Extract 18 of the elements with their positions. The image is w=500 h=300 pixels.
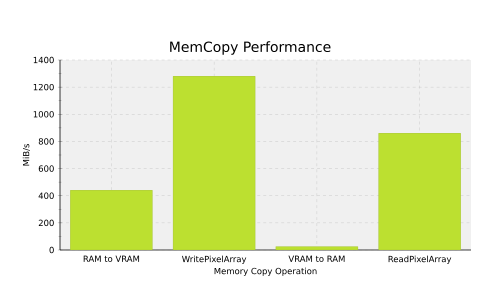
y-tick-label: 1000 [34,111,54,118]
y-tick-label: 400 [38,192,54,199]
x-axis-title: Memory Copy Operation [214,268,316,276]
y-tick-label: 1400 [34,56,54,64]
x-tick-label: RAM to VRAM [84,256,140,262]
chart-title: MemCopy Performance [170,41,330,55]
y-tick-label: 600 [38,165,54,172]
y-tick-label: 0 [50,246,54,254]
x-tick-label: VRAM to RAM [288,256,345,262]
bar [172,76,256,250]
y-axis-title: MiB/s [22,144,30,166]
y-tick-label: 200 [38,220,54,226]
x-tick-label: WritePixelArray [182,256,246,264]
bar [378,133,461,250]
x-tick-label: ReadPixelArray [388,256,452,264]
y-tick-label: 1200 [34,84,54,90]
bar [70,190,153,250]
y-tick-label: 800 [38,138,54,145]
